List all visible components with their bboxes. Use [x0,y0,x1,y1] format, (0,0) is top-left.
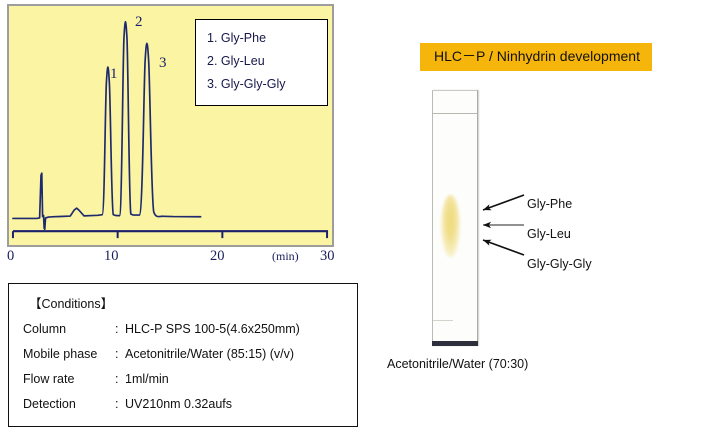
conditions-sep-flow-rate: : [115,372,119,386]
chromatogram-panel: 1 2 3 1. Gly-Phe 2. Gly-Leu 3. Gly-Gly-G… [7,4,334,247]
tlc-section: HLC－P / Ninhydrin development Gly-Phe Gl… [360,0,701,439]
conditions-value-detection: UV210nm 0.32aufs [125,397,233,411]
legend-item-gly-gly-gly: 3. Gly-Gly-Gly [207,77,286,91]
conditions-value-mobile-phase: Acetonitrile/Water (85:15) (v/v) [125,347,295,361]
tlc-solvent-front-line [432,113,478,114]
tlc-plate-edge [432,341,478,346]
conditions-label-mobile-phase: Mobile phase [23,347,98,361]
x-axis-unit: (min) [272,249,299,263]
conditions-sep-column: : [115,322,119,336]
tlc-origin-line [433,320,453,321]
top-clipped-text: …………………………………………… [0,0,420,3]
x-tick-label-30: 30 [320,248,335,264]
conditions-title: 【Conditions】 [29,297,114,311]
tlc-banner-title: HLC－P / Ninhydrin development [420,43,652,71]
tlc-label-gly-phe: Gly-Phe [527,197,573,211]
conditions-value-column: HLC-P SPS 100-5(4.6x250mm) [125,322,300,336]
chromatogram-section: 1 2 3 1. Gly-Phe 2. Gly-Leu 3. Gly-Gly-G… [0,4,360,427]
tlc-plate-photo [425,88,481,350]
x-tick-label-20: 20 [210,248,225,264]
tlc-caption: Acetonitrile/Water (70:30) [387,357,529,371]
conditions-row-mobile-phase: Mobile phase : Acetonitrile/Water (85:15… [23,342,357,367]
arrow-gly-gly-gly [482,239,525,256]
chart-legend: 1. Gly-Phe 2. Gly-Leu 3. Gly-Gly-Gly [195,19,328,106]
conditions-box: 【Conditions】 Column : HLC-P SPS 100-5(4.… [8,283,358,427]
conditions-row-detection: Detection : UV210nm 0.32aufs [23,392,357,417]
x-tick-label-0: 0 [7,248,15,264]
conditions-value-flow-rate: 1ml/min [125,372,169,386]
chromatogram-trace [12,20,202,231]
conditions-label-detection: Detection [23,397,76,411]
x-tick-label-10: 10 [104,248,119,264]
legend-item-gly-leu: 2. Gly-Leu [207,54,265,68]
chart-x-axis-labels: 0 10 20 (min) 30 [0,248,360,270]
conditions-row-column: Column : HLC-P SPS 100-5(4.6x250mm) [23,317,357,342]
conditions-label-flow-rate: Flow rate [23,372,75,386]
conditions-sep-mobile-phase: : [115,347,119,361]
tlc-arrow-group [482,194,525,256]
peak-label-1: 1 [110,66,118,82]
peak-label-3: 3 [159,55,167,71]
peak-label-2: 2 [135,14,143,30]
conditions-label-column: Column [23,322,67,336]
conditions-sep-detection: : [115,397,119,411]
conditions-row-flow-rate: Flow rate : 1ml/min [23,367,357,392]
tlc-label-gly-leu: Gly-Leu [527,227,571,241]
chromatogram-plot [11,20,329,239]
tlc-label-gly-gly-gly: Gly-Gly-Gly [527,257,592,271]
legend-item-gly-phe: 1. Gly-Phe [207,31,267,45]
tlc-ninhydrin-spot [441,195,460,257]
arrow-gly-phe [482,194,525,211]
